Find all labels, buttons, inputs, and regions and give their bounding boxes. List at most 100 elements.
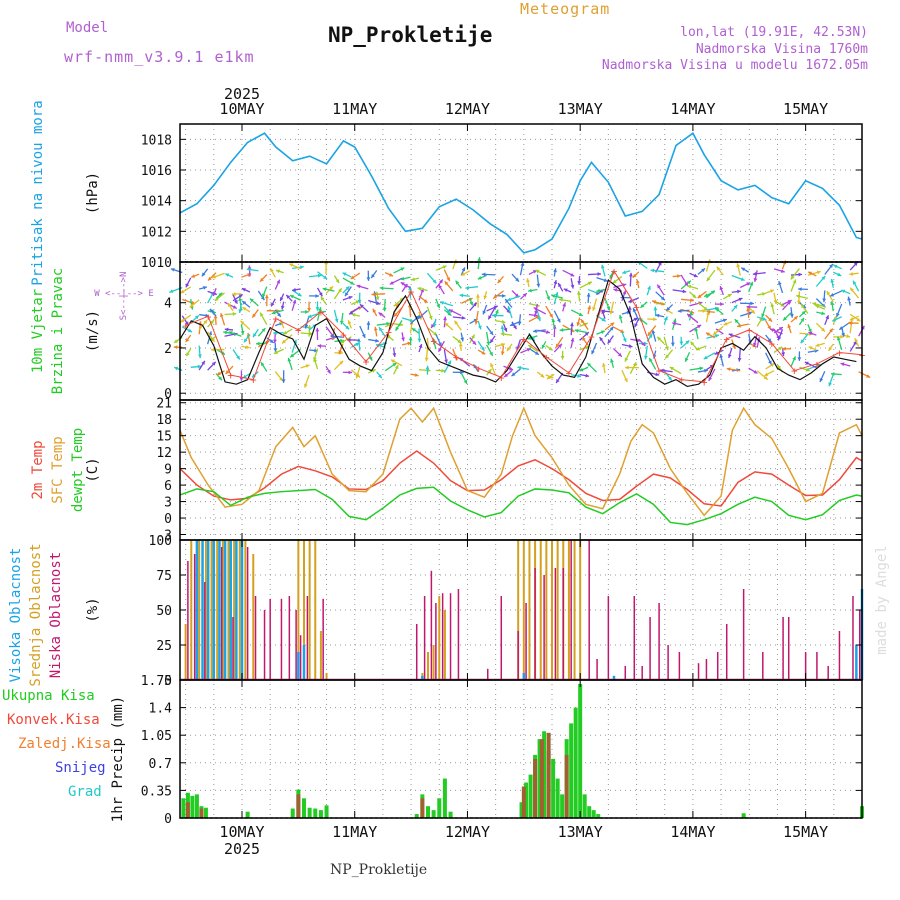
wind-arrow-head bbox=[780, 303, 785, 307]
wind-arrow-head bbox=[305, 364, 310, 368]
y-tick-label: 12 bbox=[156, 446, 172, 461]
wind-arrow-head bbox=[211, 347, 215, 352]
wind-arrow-head bbox=[174, 366, 179, 371]
wind-arrow-head bbox=[260, 312, 264, 317]
wind-arrow-head bbox=[339, 360, 344, 365]
wind-arrow-head bbox=[587, 362, 592, 367]
wind-arrow-head bbox=[185, 338, 190, 343]
precip-conv-bar bbox=[533, 758, 538, 818]
wind-arrow-head bbox=[769, 289, 774, 293]
wind-arrow-head bbox=[191, 274, 196, 278]
wind-arrow-head bbox=[454, 320, 459, 325]
wind-arrow-head bbox=[238, 297, 243, 302]
wind-arrow-head bbox=[798, 272, 803, 277]
wind-arrow-head bbox=[469, 301, 474, 306]
wind-arrow-head bbox=[442, 265, 447, 270]
wind-gust-marker: + bbox=[385, 326, 392, 339]
wind-arrow-head bbox=[286, 294, 291, 299]
wind-arrow-head bbox=[216, 371, 221, 376]
wind-arrow-head bbox=[339, 320, 344, 325]
wind-arrow-head bbox=[447, 311, 452, 316]
wind-arrow-head bbox=[815, 304, 820, 309]
wind-arrow-head bbox=[697, 324, 702, 329]
wind-arrow-head bbox=[617, 352, 622, 357]
wind-arrow-head bbox=[610, 322, 615, 327]
precip-total-bar bbox=[560, 794, 565, 818]
wind-arrow-head bbox=[414, 373, 419, 377]
wind-arrow-head bbox=[655, 313, 660, 318]
wind-arrow-head bbox=[648, 334, 653, 338]
wind-arrow-head bbox=[279, 377, 283, 382]
wind-arrow-head bbox=[185, 283, 190, 288]
wind-arrow-head bbox=[836, 336, 841, 341]
wind-arrow-head bbox=[652, 300, 656, 304]
wind-arrow-head bbox=[805, 367, 810, 372]
wind-arrow-head bbox=[169, 289, 174, 293]
precip-total-bar bbox=[431, 810, 436, 818]
precip-total-bar bbox=[519, 802, 524, 818]
wind-arrow-head bbox=[270, 268, 274, 273]
wind-arrow-head bbox=[378, 374, 382, 379]
wind-arrow-head bbox=[778, 281, 782, 286]
wind-arrow-head bbox=[350, 275, 355, 279]
precip-conv-bar bbox=[521, 786, 526, 818]
wind-arrow-head bbox=[260, 362, 265, 367]
wind-arrow-head bbox=[208, 276, 212, 281]
wind-arrow-head bbox=[778, 346, 783, 351]
wind-arrow-head bbox=[767, 338, 772, 343]
wind-arrow-head bbox=[511, 372, 516, 377]
wind-arrow-head bbox=[686, 280, 691, 285]
data-layer: +++ ++++++++++++++++++++ +++++++ + bbox=[169, 132, 871, 818]
wind-arrow-head bbox=[812, 302, 817, 306]
wind-arrow-head bbox=[546, 375, 551, 380]
wind-arrow-head bbox=[839, 326, 844, 330]
wind-gust-marker: + bbox=[588, 331, 595, 344]
temp-axis-title-1: 2m Temp bbox=[30, 440, 46, 499]
wind-arrow-head bbox=[242, 307, 247, 311]
wind-arrow-head bbox=[327, 369, 331, 374]
wind-axis-title-2: Brzina i Pravac bbox=[50, 268, 66, 394]
wind-arrow-head bbox=[502, 293, 506, 298]
wind-arrow-head bbox=[767, 325, 771, 330]
wind-arrow-head bbox=[703, 355, 708, 360]
wind-arrow-head bbox=[347, 338, 351, 342]
wind-arrow-head bbox=[440, 301, 444, 305]
precip-total-bar bbox=[442, 778, 447, 818]
wind-speed-line bbox=[179, 279, 857, 388]
y-tick-label: 0 bbox=[164, 674, 172, 689]
precip-total-bar bbox=[313, 808, 318, 818]
wind-arrow-head bbox=[622, 338, 627, 343]
wind-arrow-head bbox=[610, 358, 614, 363]
precip-total-bar bbox=[537, 739, 542, 818]
wind-arrow-head bbox=[848, 321, 852, 325]
wind-arrow-head bbox=[211, 361, 216, 366]
wind-arrow-head bbox=[449, 309, 454, 313]
wind-arrow-head bbox=[792, 279, 797, 284]
y-tick-label: 0.35 bbox=[141, 784, 172, 799]
wind-arrow-head bbox=[635, 279, 640, 284]
wind-arrow-head bbox=[800, 317, 805, 322]
wind-arrow-head bbox=[201, 272, 206, 277]
wind-arrow-head bbox=[815, 343, 820, 347]
wind-arrow-head bbox=[715, 334, 719, 338]
precip-conv-bar bbox=[185, 802, 190, 818]
wind-arrow-head bbox=[665, 346, 669, 351]
wind-arrow-head bbox=[510, 322, 515, 327]
wind-arrow-head bbox=[488, 315, 492, 320]
wind-arrow-head bbox=[600, 330, 605, 335]
wind-arrow-head bbox=[821, 327, 825, 332]
wind-arrow-head bbox=[386, 321, 391, 326]
wind-gust-marker: + bbox=[656, 365, 663, 378]
wind-arrow-head bbox=[522, 293, 527, 298]
wind-arrow-head bbox=[825, 315, 829, 320]
wind-arrow-head bbox=[837, 272, 842, 277]
wind-arrow-head bbox=[738, 297, 743, 302]
wind-arrow-head bbox=[600, 264, 605, 269]
wind-arrow-head bbox=[509, 366, 514, 371]
wind-arrow-head bbox=[245, 345, 250, 349]
wind-arrow-head bbox=[465, 285, 470, 290]
wind-arrow-head bbox=[713, 331, 717, 335]
wind-arrow-head bbox=[477, 276, 482, 280]
y-tick-label: 1012 bbox=[141, 225, 172, 240]
wind-arrow-head bbox=[841, 289, 846, 294]
